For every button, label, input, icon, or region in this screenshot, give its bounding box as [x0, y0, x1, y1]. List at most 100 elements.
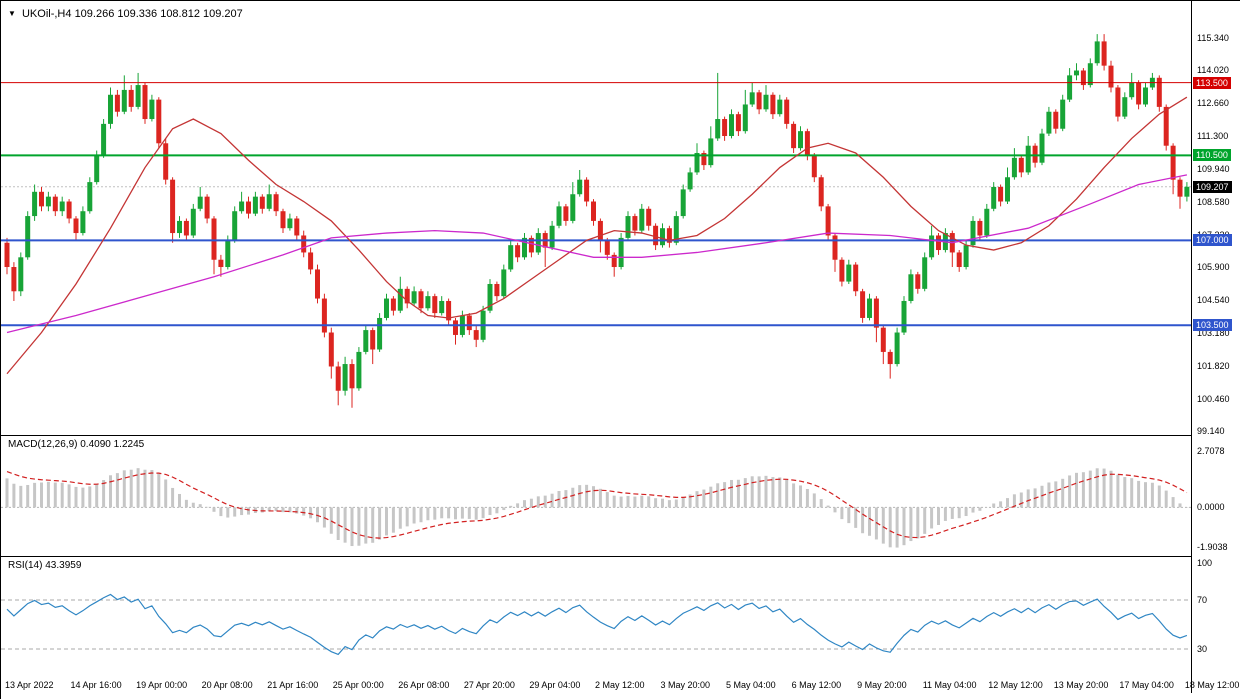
candle: [873, 296, 879, 343]
time-axis-label: 3 May 20:00: [660, 680, 711, 690]
candle: [473, 325, 479, 348]
candle: [246, 196, 251, 219]
price-axis-tick: 114.020: [1197, 65, 1229, 76]
candle: [984, 203, 990, 238]
candle: [715, 72, 721, 141]
candle: [611, 252, 617, 277]
candle: [577, 169, 583, 197]
candle: [1143, 82, 1148, 107]
candle: [604, 237, 610, 260]
candle: [80, 206, 86, 236]
candle: [1067, 68, 1073, 103]
time-axis-label: 20 Apr 08:00: [201, 680, 253, 690]
price-tag: 103.500: [1193, 319, 1232, 332]
chart-menu-icon[interactable]: ▼: [8, 9, 16, 18]
chart-ohlc-values: 109.266 109.336 108.812 109.207: [74, 8, 243, 20]
candle: [1122, 92, 1128, 120]
rsi-indicator-label: RSI(14) 43.3959: [8, 560, 81, 571]
candle: [1115, 85, 1121, 122]
candle: [549, 220, 555, 251]
price-axis-tick: 115.340: [1197, 33, 1229, 43]
rsi-axis-tick: 30: [1197, 644, 1208, 654]
time-axis-label: 12 May 12:00: [988, 680, 1043, 690]
candle: [363, 325, 369, 355]
main-chart-pane[interactable]: [1, 1, 1191, 435]
chart-symbol-period: UKOil-,H4: [21, 8, 72, 20]
price-axis-tick: 105.900: [1197, 262, 1230, 272]
price-tag: 113.500: [1193, 76, 1231, 89]
candle: [694, 143, 700, 175]
candle: [232, 206, 238, 243]
candle: [1060, 94, 1066, 132]
candle: [218, 254, 224, 277]
candle: [1039, 128, 1045, 166]
candle: [970, 216, 976, 248]
candle: [756, 89, 762, 115]
rsi-pane[interactable]: [1, 557, 1191, 678]
candle: [501, 264, 507, 299]
time-axis-label: 19 Apr 00:00: [136, 680, 188, 690]
candle: [197, 186, 203, 212]
candle: [11, 262, 17, 301]
candle: [335, 361, 341, 406]
candle: [1018, 155, 1024, 178]
time-axis-label: 11 May 04:00: [922, 680, 977, 690]
time-axis-label: 27 Apr 20:00: [463, 680, 515, 690]
candles-layer: [4, 34, 1190, 408]
macd-histogram: [5, 468, 1189, 548]
candle: [701, 150, 707, 170]
candle: [1074, 63, 1079, 81]
price-axis-tick: 99.140: [1197, 426, 1225, 436]
candle: [453, 317, 458, 345]
candle: [114, 89, 120, 117]
candle: [280, 208, 286, 234]
candle: [508, 240, 514, 272]
macd-axis-tick: 2.7078: [1197, 446, 1225, 457]
pane-separator[interactable]: [1, 556, 1240, 557]
candle: [66, 199, 72, 224]
candle: [418, 288, 424, 314]
candle: [708, 126, 714, 168]
rsi-axis-tick: 100: [1197, 558, 1213, 569]
candle: [259, 194, 265, 214]
candle: [1046, 106, 1052, 137]
rsi-line: [6, 593, 1188, 656]
macd-axis-tick: 0.0000: [1197, 502, 1225, 513]
candle: [839, 257, 845, 287]
candle: [832, 233, 838, 272]
candle: [625, 211, 631, 241]
candle: [211, 216, 217, 275]
candle: [591, 199, 596, 226]
macd-pane[interactable]: [1, 436, 1191, 556]
candle: [149, 94, 155, 122]
candle: [349, 359, 355, 408]
candle: [73, 216, 79, 241]
time-axis-label: 18 May 12:00: [1184, 680, 1240, 690]
candle: [956, 250, 962, 272]
candle: [749, 82, 755, 107]
candle: [266, 184, 272, 212]
time-axis-label: 29 Apr 04:00: [529, 680, 581, 690]
candle: [170, 177, 176, 243]
candle: [777, 94, 783, 117]
candle: [687, 167, 693, 192]
price-axis: 115.340 114.020 112.660 111.300 109.940 108.5…: [1191, 1, 1240, 693]
pane-separator[interactable]: [1, 435, 1240, 436]
candle: [998, 184, 1004, 207]
candle: [646, 206, 652, 231]
candle: [880, 325, 886, 365]
time-axis-label: 9 May 20:00: [857, 680, 907, 690]
candle: [570, 182, 576, 224]
price-axis-tick: 100.460: [1197, 393, 1230, 404]
candle: [1011, 148, 1017, 180]
candle: [45, 191, 51, 212]
candle: [680, 184, 686, 219]
candle: [1080, 68, 1086, 90]
chart-title: ▼ UKOil-,H4 109.266 109.336 108.812 109.…: [8, 8, 243, 20]
time-axis-label: 2 May 12:00: [594, 680, 645, 690]
candle: [183, 218, 189, 241]
candle: [1184, 182, 1190, 202]
candle: [494, 281, 500, 301]
candle: [390, 296, 396, 316]
candle: [535, 228, 541, 255]
